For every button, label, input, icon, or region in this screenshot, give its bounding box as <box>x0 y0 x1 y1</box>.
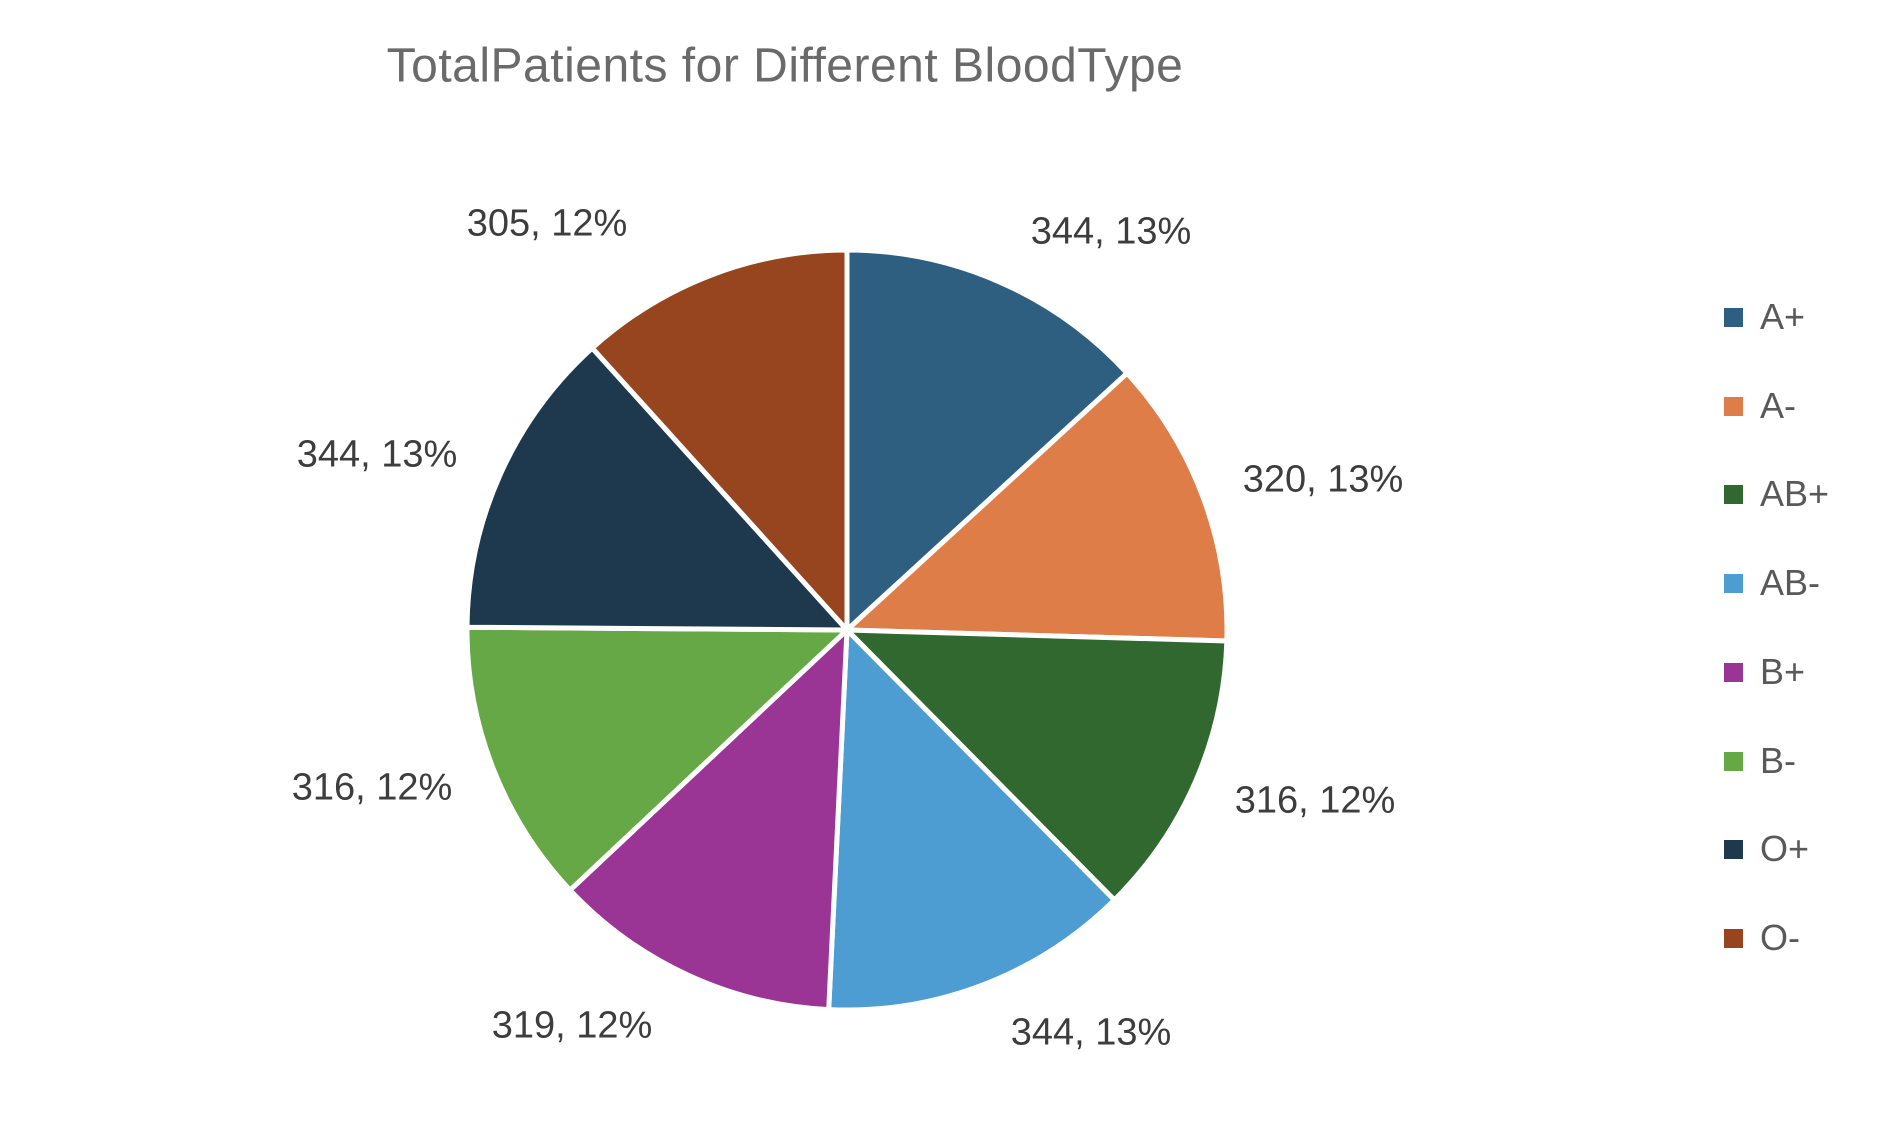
legend-swatch-B- <box>1724 751 1743 771</box>
pie-slice-A+[interactable] <box>844 247 1130 633</box>
legend-label-B+: B+ <box>1760 651 1806 692</box>
legend-item-A-[interactable]: A- <box>1724 385 1796 426</box>
legend-label-A-: A- <box>1760 385 1796 426</box>
legend-swatch-A+ <box>1724 307 1743 327</box>
legend-item-A+[interactable]: A+ <box>1724 296 1806 337</box>
data-label-B-: 316, 12% <box>291 766 453 809</box>
pie-slice-B-[interactable] <box>464 624 850 893</box>
legend-label-AB+: AB+ <box>1760 473 1830 514</box>
legend-swatch-AB- <box>1724 573 1743 593</box>
legend-item-AB-[interactable]: AB- <box>1724 562 1821 603</box>
legend-label-O-: O- <box>1760 917 1800 958</box>
pie-slice-O+[interactable] <box>464 345 850 633</box>
pie-slice-B+[interactable] <box>567 627 850 1013</box>
legend-item-B-[interactable]: B- <box>1724 740 1796 781</box>
data-label-AB+: 316, 12% <box>1234 779 1396 822</box>
data-label-A+: 344, 13% <box>1030 210 1192 253</box>
legend-label-O+: O+ <box>1760 828 1810 869</box>
data-label-O+: 344, 13% <box>296 433 458 476</box>
legend-item-O-[interactable]: O- <box>1724 917 1800 958</box>
chart-title: TotalPatients for Different BloodType <box>386 39 1184 93</box>
legend-item-O+[interactable]: O+ <box>1724 828 1810 869</box>
pie-slice-A-[interactable] <box>844 370 1230 644</box>
legend-swatch-A- <box>1724 396 1743 416</box>
legend-swatch-AB+ <box>1724 484 1743 504</box>
data-label-O-: 305, 12% <box>466 202 628 245</box>
data-label-B+: 319, 12% <box>491 1004 653 1047</box>
data-label-A-: 320, 13% <box>1242 458 1404 501</box>
legend-item-B+[interactable]: B+ <box>1724 651 1806 692</box>
data-label-AB-: 344, 13% <box>1010 1011 1172 1054</box>
legend-swatch-O+ <box>1724 839 1743 859</box>
legend-label-AB-: AB- <box>1760 562 1821 603</box>
legend-swatch-B+ <box>1724 662 1743 682</box>
legend-label-B-: B- <box>1760 740 1796 781</box>
legend-swatch-O- <box>1724 928 1743 948</box>
legend-label-A+: A+ <box>1760 296 1806 337</box>
pie-slice-AB+[interactable] <box>844 627 1230 903</box>
pie-slice-AB-[interactable] <box>826 627 1117 1013</box>
pie-slice-O-[interactable] <box>589 247 850 633</box>
legend-item-AB+[interactable]: AB+ <box>1724 473 1830 514</box>
